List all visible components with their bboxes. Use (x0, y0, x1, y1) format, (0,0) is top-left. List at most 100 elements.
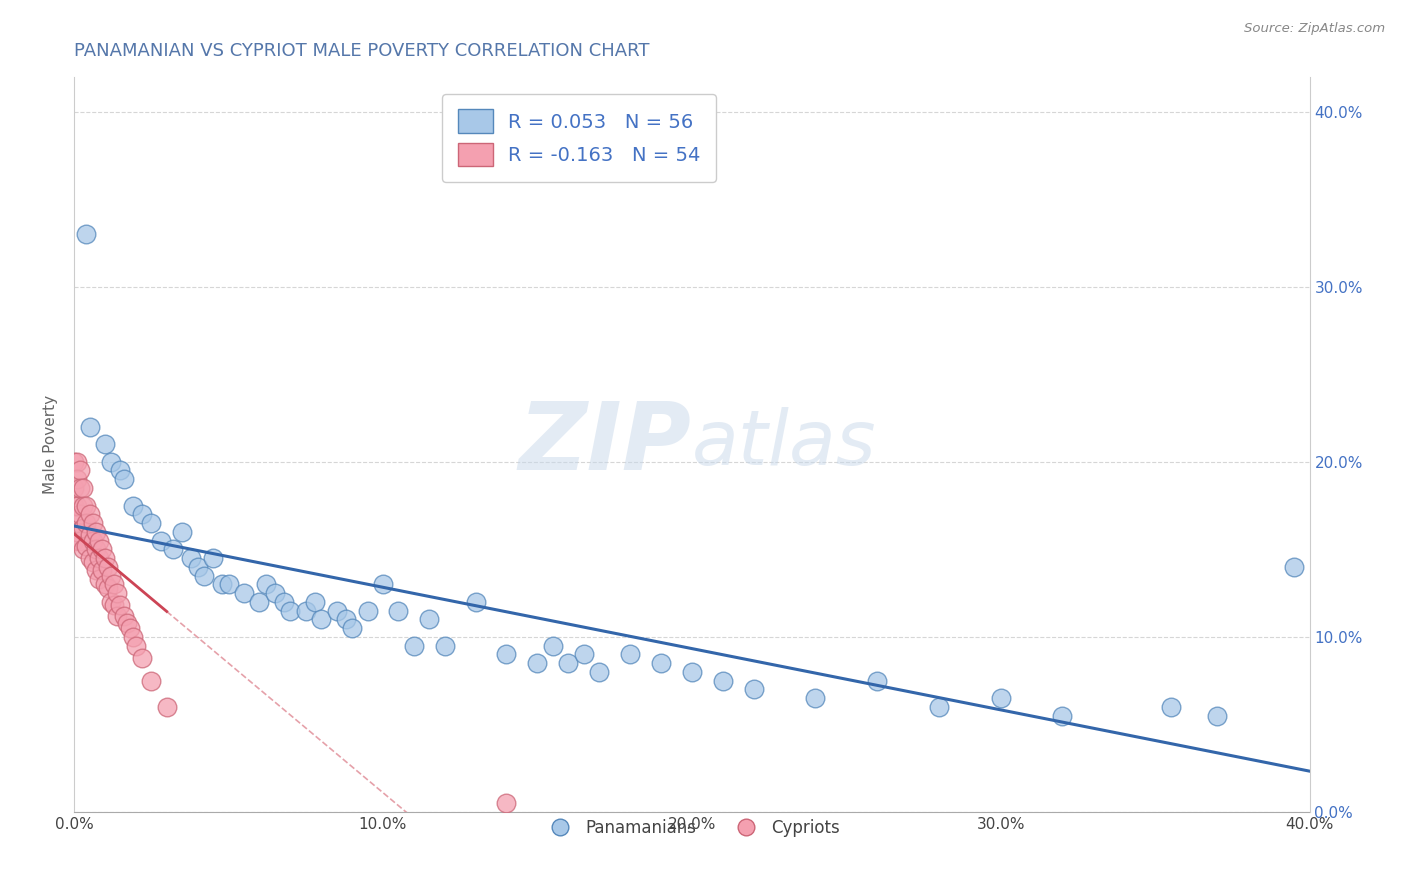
Y-axis label: Male Poverty: Male Poverty (44, 394, 58, 494)
Point (69, 533, 91, 548)
Point (387, 603, 409, 617)
Point (650, 656, 672, 670)
Point (356, 603, 378, 617)
Point (118, 621, 141, 635)
Point (75, 499, 97, 513)
Legend: Panamanians, Cypriots: Panamanians, Cypriots (537, 813, 846, 844)
Point (588, 665, 610, 679)
Point (84, 563, 107, 577)
Point (75, 516, 97, 530)
Point (100, 568, 122, 582)
Point (69, 481, 91, 495)
Point (103, 599, 125, 613)
Point (1160, 699, 1182, 714)
Point (371, 577, 394, 591)
Point (103, 577, 125, 591)
Point (72, 542, 94, 557)
Text: Source: ZipAtlas.com: Source: ZipAtlas.com (1244, 22, 1385, 36)
Point (112, 472, 135, 486)
Point (495, 648, 517, 662)
Point (172, 524, 194, 539)
Point (79, 419, 101, 434)
Point (63, 455, 86, 469)
Point (79, 528, 101, 542)
Point (94, 577, 117, 591)
Point (433, 639, 456, 653)
Point (87, 533, 110, 548)
Point (75, 227, 97, 242)
Point (63, 533, 86, 548)
Point (711, 673, 734, 688)
Point (125, 639, 148, 653)
Point (218, 577, 240, 591)
Text: PANAMANIAN VS CYPRIOT MALE POVERTY CORRELATION CHART: PANAMANIAN VS CYPRIOT MALE POVERTY CORRE… (75, 42, 650, 60)
Point (72, 521, 94, 535)
Point (131, 650, 153, 665)
Point (110, 599, 132, 613)
Point (526, 656, 548, 670)
Point (105, 586, 128, 600)
Point (66, 524, 89, 539)
Point (541, 639, 564, 653)
Point (97, 581, 120, 595)
Point (804, 691, 827, 706)
Point (110, 463, 132, 477)
Point (121, 499, 143, 513)
Point (304, 595, 326, 609)
Point (94, 437, 117, 451)
Point (97, 559, 120, 574)
Point (82, 516, 104, 530)
Point (79, 508, 101, 522)
Point (72, 481, 94, 495)
Point (211, 577, 233, 591)
Point (79, 551, 101, 566)
Point (418, 612, 440, 626)
Point (100, 595, 122, 609)
Point (233, 586, 256, 600)
Point (742, 682, 765, 697)
Point (141, 516, 163, 530)
Point (66, 455, 89, 469)
Point (63, 499, 86, 513)
Point (69, 508, 91, 522)
Point (84, 542, 107, 557)
Point (90, 563, 112, 577)
Point (254, 577, 277, 591)
Point (84, 524, 107, 539)
Point (263, 586, 285, 600)
Point (87, 551, 110, 566)
Text: ZIP: ZIP (519, 398, 692, 491)
Point (63, 481, 86, 495)
Point (149, 533, 172, 548)
Point (557, 656, 579, 670)
Point (572, 648, 595, 662)
Point (90, 542, 112, 557)
Point (131, 508, 153, 522)
Point (247, 595, 270, 609)
Point (294, 603, 316, 617)
Point (309, 612, 332, 626)
Point (1052, 708, 1074, 723)
Point (82, 533, 104, 548)
Point (990, 691, 1012, 706)
Point (335, 612, 357, 626)
Point (141, 673, 163, 688)
Text: atlas: atlas (692, 408, 876, 482)
Point (1205, 708, 1227, 723)
Point (681, 665, 703, 679)
Point (187, 559, 209, 574)
Point (82, 555, 104, 569)
Point (105, 608, 128, 623)
Point (1282, 559, 1305, 574)
Point (619, 648, 641, 662)
Point (402, 639, 425, 653)
Point (202, 551, 225, 566)
Point (115, 615, 138, 630)
Point (495, 796, 517, 810)
Point (866, 673, 889, 688)
Point (162, 542, 184, 557)
Point (180, 551, 202, 566)
Point (87, 572, 110, 586)
Point (112, 608, 135, 623)
Point (121, 630, 143, 644)
